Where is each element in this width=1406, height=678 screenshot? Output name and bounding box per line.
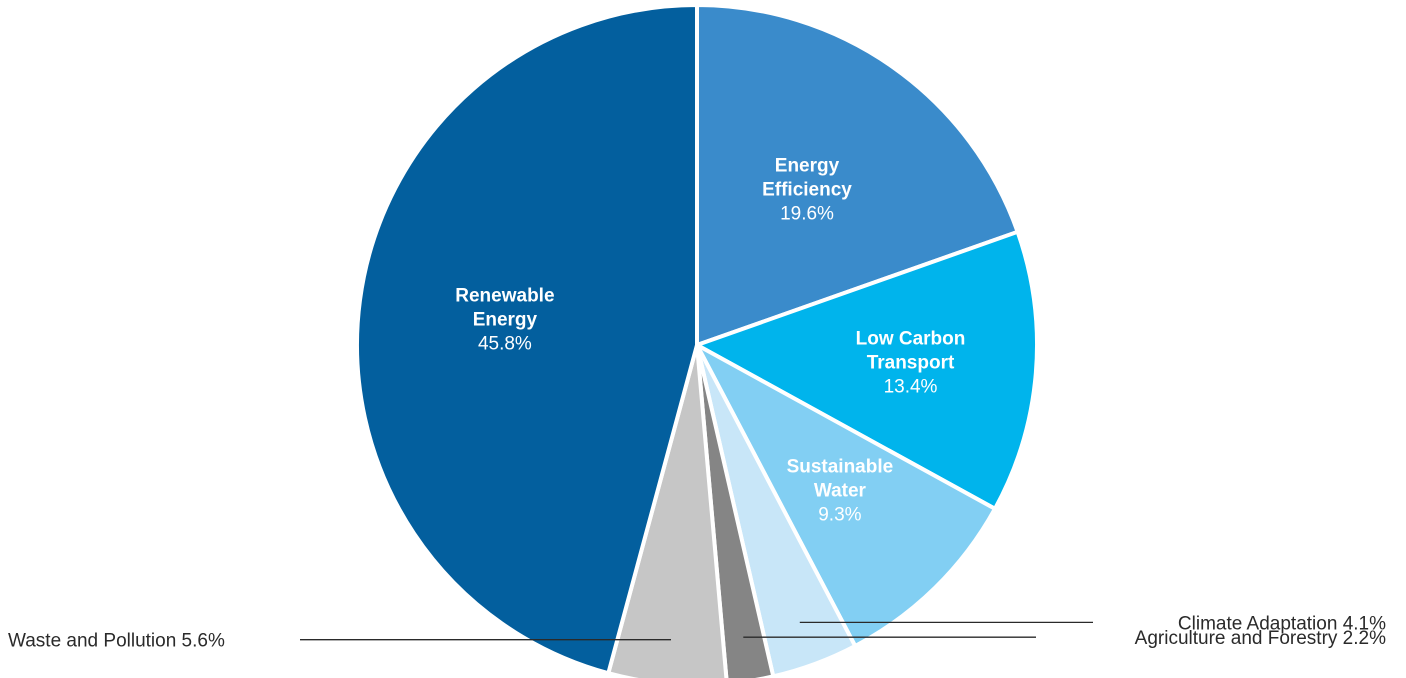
slice-label-sustainable-water-line-2: Water	[814, 481, 867, 502]
slice-sustainable-water	[695, 343, 997, 648]
outside-label-climate-adaptation: Climate Adaptation 4.1%	[1178, 613, 1386, 634]
slice-label-low-carbon-transport-line-2: Transport	[867, 353, 955, 374]
slice-agriculture-and-forestry	[695, 343, 776, 678]
slice-value-energy-efficiency: 19.6%	[780, 204, 834, 225]
slice-label-renewable-energy-line-2: Energy	[473, 310, 538, 331]
slice-label-renewable-energy-line-1: Renewable	[455, 286, 554, 307]
slice-label-low-carbon-transport-line-1: Low Carbon	[856, 329, 966, 350]
slice-label-sustainable-water-line-1: Sustainable	[787, 457, 894, 478]
slice-label-energy-efficiency-line-1: Energy	[775, 156, 840, 177]
slice-value-renewable-energy: 45.8%	[478, 334, 532, 355]
slice-value-low-carbon-transport: 13.4%	[884, 377, 938, 398]
slice-label-energy-efficiency-line-2: Efficiency	[762, 180, 852, 201]
leader-lines	[300, 621, 1093, 641]
outside-label-waste-and-pollution: Waste and Pollution 5.6%	[8, 631, 225, 652]
outside-label-agriculture-and-forestry: Agriculture and Forestry 2.2%	[1135, 628, 1386, 649]
slice-low-carbon-transport	[695, 229, 1039, 511]
slice-value-sustainable-water: 9.3%	[818, 505, 861, 526]
pie-slices	[354, 3, 1039, 678]
slice-renewable-energy	[354, 3, 699, 676]
slice-labels: Energy Efficiency 19.6% Low Carbon Transport…	[8, 156, 1386, 652]
